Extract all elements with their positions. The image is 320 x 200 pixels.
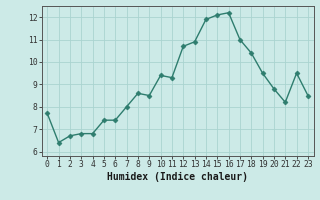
- X-axis label: Humidex (Indice chaleur): Humidex (Indice chaleur): [107, 172, 248, 182]
